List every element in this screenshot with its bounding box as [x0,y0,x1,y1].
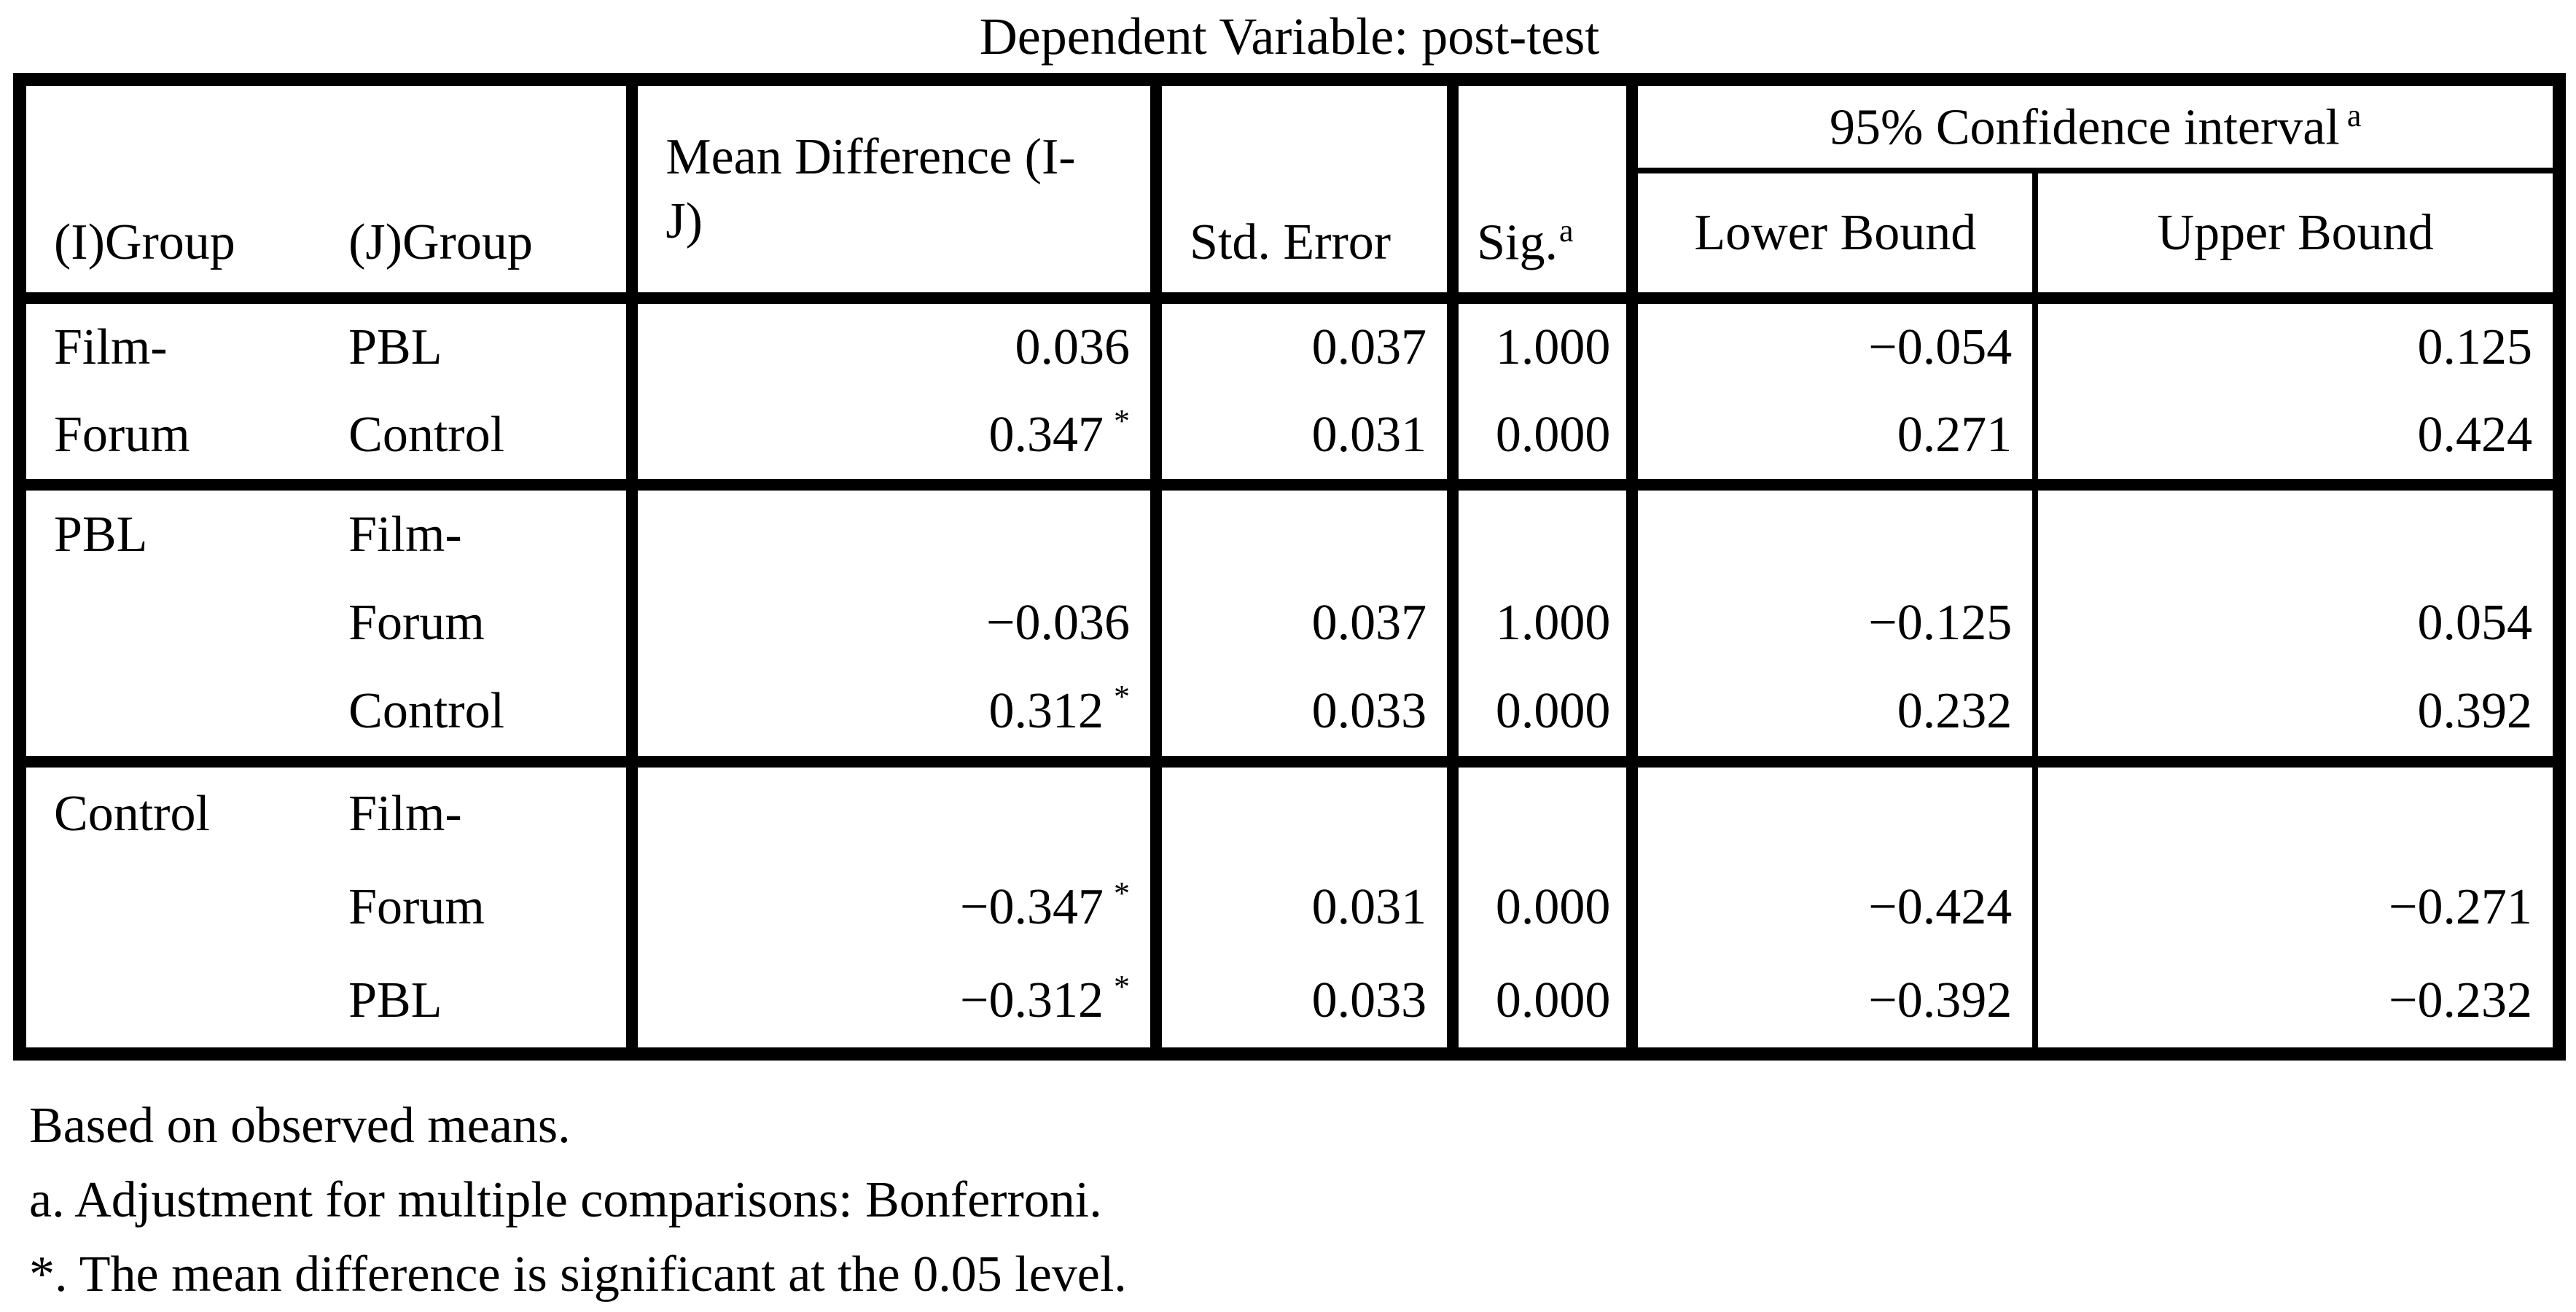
sig-value: 0.000 [1495,682,1611,739]
header-std-error: Std. Error [1150,74,1459,304]
std-error-cell: 0.037 0.033 [1150,479,1459,768]
i-group-line: PBL [54,506,148,563]
header-sig: Sig.a [1447,74,1639,304]
j-group-cell: Film- Forum PBL [321,756,639,1060]
sig-value: 0.000 [1495,879,1611,935]
upper-bound-cell: −0.271 −0.232 [2032,756,2565,1060]
std-error-value: 0.033 [1311,682,1427,739]
header-sig-label: Sig. [1477,214,1558,270]
mean-difference-cell: −0.347 * −0.312 * [626,756,1163,1060]
mean-difference-value: −0.347 * [960,875,1131,936]
sig-value: 1.000 [1495,594,1611,651]
std-error-cell: 0.037 0.031 [1150,292,1459,491]
comparisons-table: (I)Group (J)Group Mean Difference (I-J) … [13,73,2566,1061]
table-footnotes: Based on observed means. a. Adjustment f… [29,1089,2551,1312]
significance-star: * [1114,968,1131,1004]
lower-bound-value: 0.232 [1897,682,2013,739]
mean-difference-value: 0.036 [1015,319,1131,375]
header-std-error-label: Std. Error [1190,214,1392,270]
mean-difference-cell: −0.036 0.312 * [626,479,1163,768]
upper-bound-value: 0.054 [2417,594,2533,651]
i-group-line: Film- [54,319,168,375]
header-lower-bound-label: Lower Bound [1694,204,1977,261]
header-row-1: (I)Group (J)Group Mean Difference (I-J) … [13,74,2565,304]
sig-value: 0.000 [1495,972,1611,1028]
header-mean-difference: Mean Difference (I-J) [626,74,1163,304]
std-error-cell: 0.031 0.033 [1150,756,1459,1060]
block-pbl: PBL Film- Forum Control −0.036 0.312 * 0.… [13,479,2565,768]
i-group-cell: PBL [13,479,321,768]
footnote-significance: *. The mean difference is significant at… [29,1246,1127,1303]
significance-star: * [1114,402,1131,439]
header-confidence-interval: 95% Confidence interval a [1626,74,2565,173]
header-mean-difference-label: Mean Difference (I-J) [666,128,1076,249]
ci-footnote-mark: a [2346,97,2362,133]
mean-difference-cell: 0.036 0.347 * [626,292,1163,491]
mean-difference-value: 0.312 * [988,679,1131,739]
header-row-2: Lower Bound Upper Bound [20,168,2565,304]
j-group-line: Control [348,682,505,739]
upper-bound-cell: 0.054 0.392 [2032,479,2565,768]
mean-difference-value: 0.347 * [988,402,1131,464]
j-group-line: PBL [348,972,442,1028]
mean-difference-value: −0.036 [986,594,1131,651]
j-group-line: Control [348,407,505,463]
header-i-group-label: (I)Group [54,214,235,270]
sig-value: 0.000 [1495,407,1611,463]
header-upper-bound: Upper Bound [2032,168,2565,304]
table-caption: Dependent Variable: post-test [979,7,1600,66]
j-group-cell: PBL Control [321,292,639,491]
header-j-group: (J)Group [321,74,639,304]
lower-bound-value: −0.125 [1868,594,2013,651]
mean-difference-value: −0.312 * [960,968,1131,1029]
header-lower-bound: Lower Bound [1626,168,2039,304]
std-error-value: 0.037 [1311,319,1427,375]
header-upper-bound-label: Upper Bound [2157,204,2434,261]
significance-star: * [1114,679,1131,714]
lower-bound-value: −0.424 [1868,879,2013,935]
j-group-line: Film- [348,786,462,842]
lower-bound-cell: −0.424 −0.392 [1626,756,2039,1060]
lower-bound-value: −0.392 [1868,972,2013,1028]
lower-bound-value: −0.054 [1868,319,2013,375]
upper-bound-value: 0.392 [2417,682,2533,739]
std-error-value: 0.031 [1311,879,1427,935]
j-group-line: PBL [348,319,442,375]
significance-star: * [1114,875,1131,911]
lower-bound-value: 0.271 [1897,407,2013,463]
sig-value: 1.000 [1495,319,1611,375]
upper-bound-value: 0.424 [2417,407,2533,463]
std-error-value: 0.031 [1311,407,1427,463]
sig-cell: 1.000 0.000 [1447,292,1639,491]
upper-bound-cell: 0.125 0.424 [2032,292,2565,491]
block-control: Control Film- Forum PBL −0.347 * −0.312 * … [13,756,2565,1060]
footnote-observed-means: Based on observed means. [29,1098,571,1154]
j-group-line: Forum [348,594,485,651]
sig-cell: 0.000 0.000 [1447,756,1639,1060]
header-j-group-label: (J)Group [348,214,533,270]
upper-bound-value: 0.125 [2417,319,2533,375]
lower-bound-cell: −0.054 0.271 [1626,292,2039,491]
upper-bound-value: −0.232 [2389,972,2532,1028]
j-group-cell: Film- Forum Control [321,479,639,768]
lower-bound-cell: −0.125 0.232 [1626,479,2039,768]
sig-footnote-mark: a [1559,212,1574,249]
footnote-bonferroni: a. Adjustment for multiple comparisons: … [29,1172,1102,1228]
j-group-line: Forum [348,879,485,935]
block-film-forum: Film- Forum PBL Control 0.036 0.347 * 0.0… [13,292,2565,491]
std-error-value: 0.033 [1311,972,1427,1028]
i-group-cell: Film- Forum [13,292,321,491]
header-i-group: (I)Group [13,74,321,304]
i-group-line: Control [54,786,210,842]
header-confidence-interval-label: 95% Confidence interval [1830,99,2340,156]
sig-cell: 1.000 0.000 [1447,479,1639,768]
j-group-line: Film- [348,506,462,563]
i-group-line: Forum [54,407,190,463]
i-group-cell: Control [13,756,321,1060]
upper-bound-value: −0.271 [2389,879,2532,935]
std-error-value: 0.037 [1311,594,1427,651]
